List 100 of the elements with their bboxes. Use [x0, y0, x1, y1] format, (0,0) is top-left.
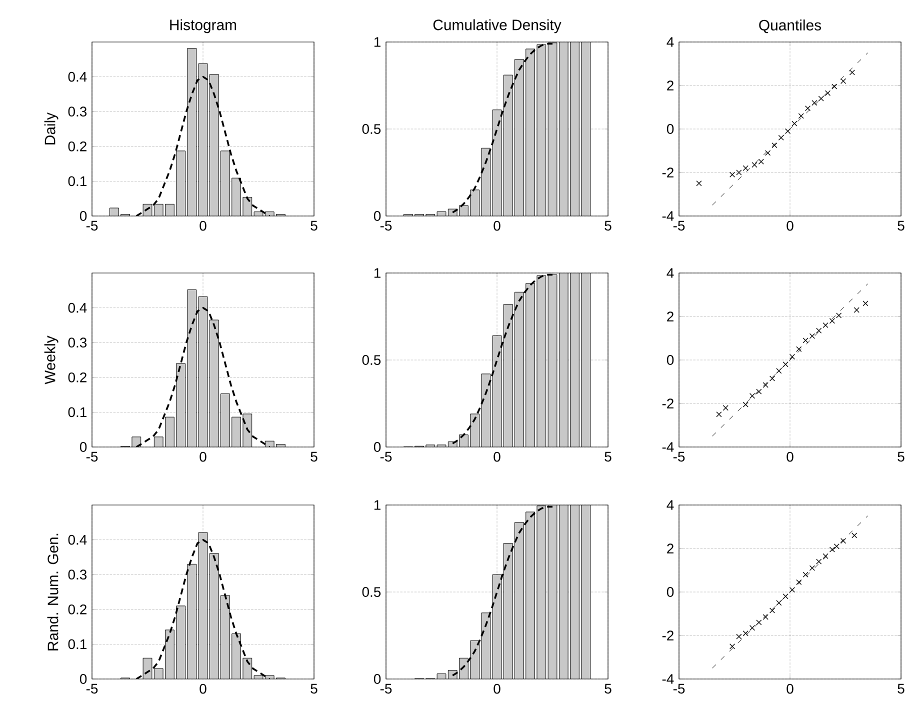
y-tick-label: 1 — [374, 268, 380, 278]
x-tick-label: -5 — [86, 684, 98, 694]
y-tick-label: 1 — [374, 37, 380, 47]
x-tick-label: 0 — [494, 452, 500, 462]
y-tick-label: 0.1 — [68, 407, 86, 418]
point — [776, 600, 782, 606]
point — [789, 587, 796, 593]
x-tick-label: 0 — [494, 220, 500, 231]
point — [696, 180, 702, 186]
point — [812, 100, 818, 106]
y-tick-label: 0.5 — [362, 587, 381, 597]
point — [849, 70, 855, 76]
point — [829, 546, 836, 552]
y-tick-label: 4 — [666, 500, 674, 510]
point — [789, 354, 796, 360]
x-tick-label: 5 — [898, 684, 904, 694]
x-tick-label: -5 — [380, 452, 392, 462]
y-tick-label: 0 — [374, 674, 381, 684]
point — [776, 368, 782, 374]
x-tick-label: -5 — [380, 684, 392, 694]
point — [752, 162, 758, 168]
y-tick-label: 4 — [666, 268, 674, 278]
y-axis-title: Weekly — [44, 336, 58, 384]
y-tick-label: 2 — [667, 312, 674, 322]
point — [749, 625, 756, 631]
point — [832, 84, 838, 90]
y-tick-label: -2 — [662, 168, 674, 178]
point — [729, 172, 736, 178]
point — [809, 333, 816, 339]
x-tick-label: 0 — [786, 452, 794, 462]
point — [758, 158, 764, 164]
y-tick-label: 0.5 — [362, 124, 381, 134]
point — [769, 376, 776, 382]
point — [762, 614, 768, 620]
chart-title: Histogram — [170, 19, 236, 34]
point — [762, 382, 768, 388]
y-tick-label: 0.5 — [362, 355, 381, 365]
point — [802, 572, 808, 578]
point — [804, 106, 811, 112]
point — [862, 300, 868, 306]
x-tick-label: 0 — [494, 684, 500, 694]
x-tick-label: -5 — [86, 452, 98, 462]
x-tick-label: 0 — [200, 220, 206, 231]
point — [769, 608, 776, 614]
point — [836, 312, 842, 318]
point — [722, 405, 728, 411]
y-tick-label: 0.4 — [68, 534, 87, 545]
x-tick-label: 0 — [786, 684, 794, 694]
point — [840, 78, 846, 84]
x-tick-label: 5 — [898, 220, 904, 231]
point — [749, 393, 756, 399]
point — [824, 90, 831, 96]
y-tick-label: 0.2 — [68, 604, 86, 614]
y-tick-label: -4 — [662, 442, 674, 452]
point — [756, 388, 762, 394]
y-tick-label: -2 — [662, 398, 674, 408]
point — [796, 346, 802, 352]
point — [756, 620, 762, 626]
point — [778, 134, 784, 141]
point — [796, 579, 802, 586]
x-tick-label: 0 — [786, 220, 794, 231]
x-tick-label: 5 — [310, 684, 318, 694]
x-tick-label: 5 — [310, 452, 318, 462]
y-tick-label: 1 — [374, 500, 380, 510]
point — [736, 634, 742, 640]
y-tick-label: -4 — [662, 674, 674, 684]
y-tick-label: 4 — [666, 37, 674, 47]
x-tick-label: 5 — [310, 220, 318, 231]
y-tick-label: 0 — [80, 211, 87, 221]
y-tick-label: 0.1 — [68, 639, 86, 650]
point — [782, 594, 788, 600]
y-tick-label: 0 — [666, 355, 674, 365]
point — [798, 113, 804, 119]
point — [742, 165, 748, 171]
y-tick-label: 0 — [80, 674, 87, 684]
y-tick-label: 0 — [80, 442, 87, 452]
point — [784, 128, 791, 134]
x-tick-label: 5 — [604, 684, 612, 694]
x-tick-label: 5 — [604, 220, 612, 231]
y-tick-label: 0.3 — [68, 570, 87, 580]
y-tick-label: 2 — [667, 544, 674, 554]
point — [816, 558, 822, 564]
point — [716, 412, 722, 418]
point — [822, 322, 828, 328]
y-tick-label: 0.2 — [68, 372, 86, 382]
y-axis-title: Daily — [44, 112, 58, 144]
x-tick-label: -5 — [673, 220, 685, 231]
point — [840, 538, 846, 544]
y-tick-label: 0 — [374, 442, 381, 452]
y-tick-label: 0.1 — [68, 176, 86, 186]
x-tick-label: 5 — [898, 452, 904, 462]
point — [829, 318, 836, 324]
y-tick-label: 0.2 — [68, 141, 86, 152]
point — [729, 644, 736, 650]
point — [765, 150, 771, 156]
chart-title: Quantiles — [759, 20, 822, 34]
point — [802, 338, 808, 344]
point — [852, 532, 858, 538]
y-tick-label: 0 — [374, 211, 381, 221]
x-tick-label: 5 — [604, 452, 612, 462]
